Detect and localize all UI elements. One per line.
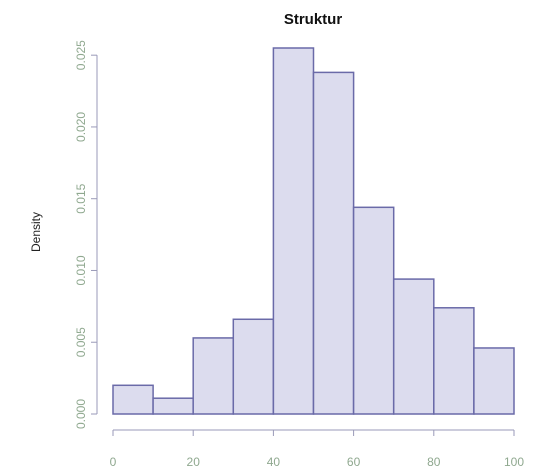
x-tick-label: 60 <box>347 455 361 469</box>
histogram-bar <box>473 347 515 415</box>
x-tick-label: 80 <box>427 455 441 469</box>
bars-group <box>112 47 515 415</box>
histogram-bar <box>232 318 275 415</box>
y-axis-label: Density <box>29 212 43 252</box>
histogram-bar <box>312 71 355 415</box>
histogram-bar <box>392 278 435 415</box>
x-axis: 0 20 40 60 80 100 <box>110 429 524 469</box>
x-tick-label: 0 <box>110 455 117 469</box>
histogram-bar <box>152 397 194 415</box>
histogram-bar <box>192 337 235 415</box>
y-tick-label: 0.015 <box>74 183 88 213</box>
histogram-bar <box>272 47 315 415</box>
histogram-bar <box>352 206 395 415</box>
y-tick-label: 0.000 <box>74 399 88 429</box>
x-tick-label: 100 <box>504 455 524 469</box>
x-tick-label: 40 <box>267 455 281 469</box>
chart-title: Struktur <box>284 11 343 28</box>
y-axis: 0.000 0.005 0.010 0.015 0.020 0.025 <box>74 40 98 429</box>
x-tick-label: 20 <box>187 455 201 469</box>
y-tick-label: 0.025 <box>74 40 88 70</box>
histogram-bar <box>433 307 475 415</box>
y-tick-label: 0.005 <box>74 327 88 357</box>
y-tick-label: 0.020 <box>74 112 88 142</box>
histogram-bar <box>112 384 154 415</box>
y-tick-label: 0.010 <box>74 255 88 285</box>
